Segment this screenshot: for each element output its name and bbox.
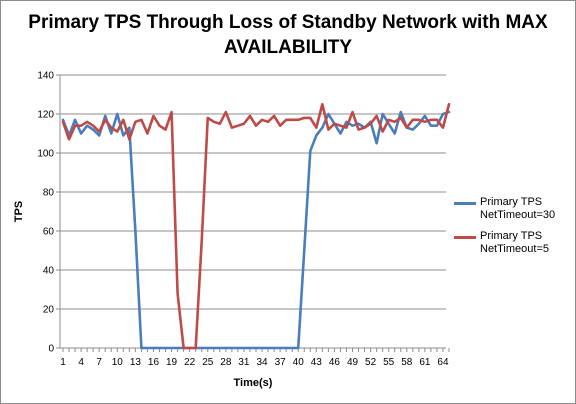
legend-label-netTimeout-30: Primary TPS NetTimeout=30 (480, 196, 556, 221)
y-axis-label: TPS (13, 201, 25, 222)
x-tick-label: 49 (347, 357, 359, 368)
x-tick-label: 61 (419, 357, 431, 368)
x-tick-label: 16 (148, 357, 160, 368)
series-lines (61, 102, 451, 350)
x-tick-label: 58 (401, 357, 413, 368)
x-tick-label: 25 (202, 357, 214, 368)
x-tick-label: 64 (437, 357, 449, 368)
y-tick-label: 80 (43, 188, 55, 199)
x-tick-label: 40 (293, 357, 305, 368)
legend-item-netTimeout-5: Primary TPS NetTimeout=5 (454, 230, 574, 256)
y-tick-label: 60 (43, 227, 55, 238)
series-line-1 (61, 102, 451, 350)
y-tick-label: 140 (37, 71, 54, 82)
y-tick-label: 0 (48, 344, 54, 355)
x-tick-label: 31 (238, 357, 250, 368)
legend-swatch-netTimeout-30 (454, 202, 476, 205)
legend-swatch-netTimeout-5 (454, 236, 476, 239)
x-tick-label: 19 (166, 357, 178, 368)
y-tick-label: 20 (43, 305, 55, 316)
x-tick-label: 28 (220, 357, 232, 368)
y-tick-label: 100 (37, 149, 54, 160)
x-tick-label: 55 (383, 357, 395, 368)
x-tick-label: 13 (130, 357, 142, 368)
x-tick-label: 1 (60, 357, 66, 368)
legend-item-netTimeout-30: Primary TPS NetTimeout=30 (454, 196, 574, 222)
gridlines (60, 74, 446, 310)
x-tick-labels: 1 4 7 10 13 16 19 22 25 28 31 34 37 40 43 46 49 52 55 58 61 6… (60, 348, 450, 368)
chart-title: Primary TPS Through Loss of Standby Netw… (28, 12, 548, 58)
x-tick-label: 34 (256, 357, 268, 368)
series-line-0 (61, 110, 451, 350)
x-tick-label: 7 (96, 357, 102, 368)
legend-label-netTimeout-5: Primary TPS NetTimeout=5 (480, 230, 549, 255)
x-tick-label: 4 (78, 357, 84, 368)
x-tick-label: 52 (365, 357, 377, 368)
x-tick-label: 43 (311, 357, 323, 368)
x-axis-label: Time(s) (234, 377, 273, 389)
x-tick-label: 10 (112, 357, 124, 368)
x-tick-label: 46 (329, 357, 341, 368)
legend: Primary TPS NetTimeout=30 Primary TPS Ne… (454, 196, 574, 264)
y-tick-label: 40 (43, 266, 55, 277)
y-tick-labels: 0 20 40 60 80 100 120 140 (37, 71, 60, 355)
y-tick-label: 120 (37, 110, 54, 121)
x-tick-label: 22 (184, 357, 196, 368)
x-tick-label: 37 (275, 357, 287, 368)
